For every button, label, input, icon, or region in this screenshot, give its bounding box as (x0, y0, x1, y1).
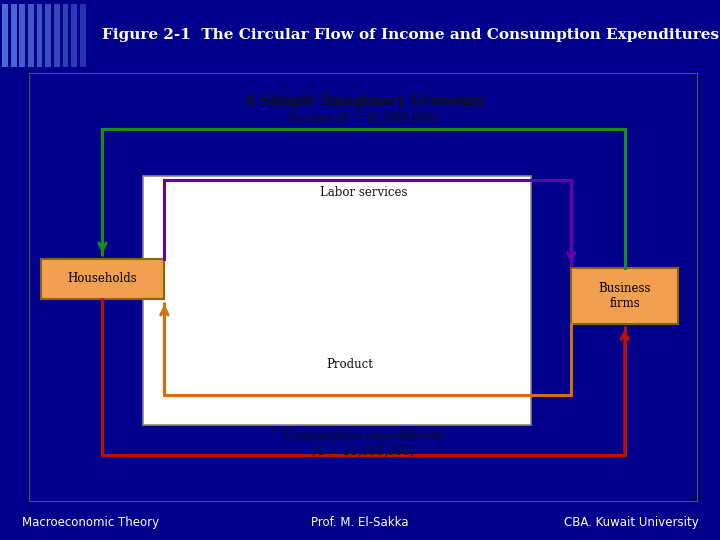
Text: (C = $1,000,000): (C = $1,000,000) (312, 445, 415, 458)
Text: Households: Households (68, 273, 138, 286)
Bar (80, 3, 86, 66)
Text: A Simple Imaginary Economy: A Simple Imaginary Economy (243, 94, 485, 108)
Text: CBA. Kuwait University: CBA. Kuwait University (564, 516, 698, 529)
Bar (37, 3, 42, 66)
Bar (143, 176, 531, 425)
Bar (28, 3, 34, 66)
Bar (63, 3, 68, 66)
Text: Consumption expenditures: Consumption expenditures (284, 430, 444, 443)
Text: Figure 2-1  The Circular Flow of Income and Consumption Expenditures: Figure 2-1 The Circular Flow of Income a… (102, 28, 719, 42)
Bar (71, 3, 77, 66)
Bar (2, 3, 8, 66)
Bar (45, 3, 51, 66)
Text: Macroeconomic Theory: Macroeconomic Theory (22, 516, 158, 529)
Bar (40, 259, 164, 299)
Text: Income (Y = $1,000,000): Income (Y = $1,000,000) (289, 111, 438, 125)
Text: Labor services: Labor services (320, 186, 408, 199)
Bar (54, 3, 60, 66)
Bar (19, 3, 25, 66)
Text: Business
firms: Business firms (598, 282, 651, 310)
Text: Product: Product (327, 359, 374, 372)
Bar (571, 268, 678, 324)
Bar (11, 3, 17, 66)
Text: Prof. M. El-Sakka: Prof. M. El-Sakka (311, 516, 409, 529)
